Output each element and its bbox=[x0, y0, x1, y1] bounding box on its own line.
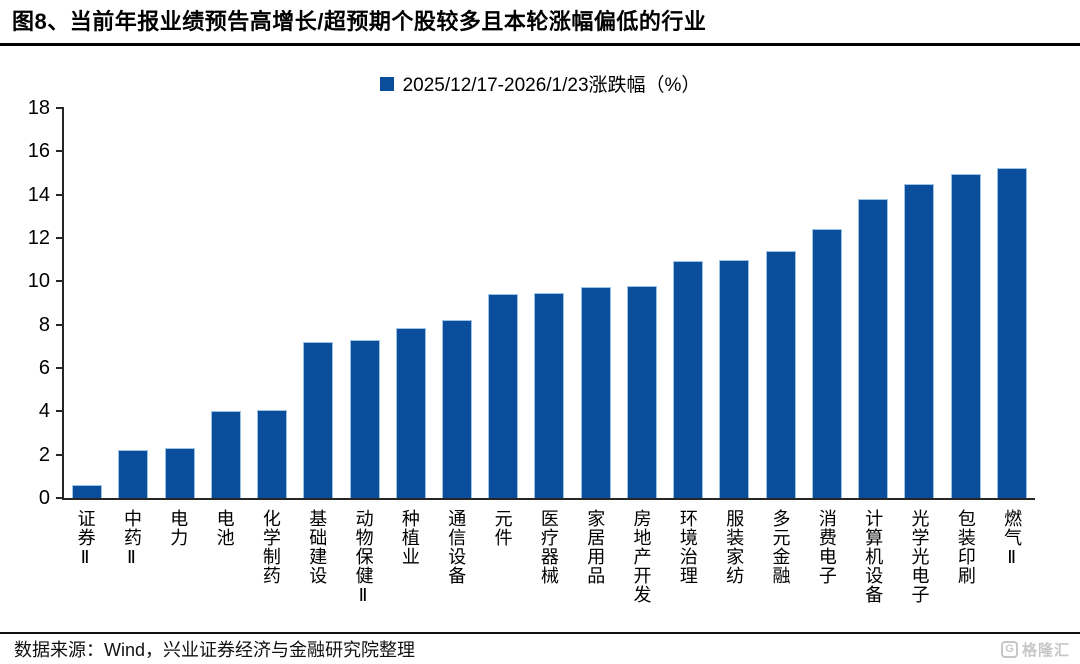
bar-多元金融 bbox=[765, 251, 796, 498]
x-axis-label: 种植业 bbox=[399, 509, 420, 566]
gelonghui-logo: G 格隆汇 bbox=[1000, 639, 1070, 660]
x-axis-labels: 证券Ⅱ 中药Ⅱ 电力 电池 化学制药 基础建设 动物保健Ⅱ 种植业 通信设备 元件 医疗器械 家居用品… bbox=[62, 509, 1035, 637]
x-axis-label: 证券Ⅱ bbox=[75, 509, 96, 569]
y-axis-tick bbox=[56, 410, 64, 413]
plot-area: 0 2 4 6 8 10 12 14 16 18 bbox=[28, 98, 1035, 508]
gelonghui-logo-text: 格隆汇 bbox=[1021, 641, 1070, 659]
bar-环境治理 bbox=[673, 260, 704, 498]
y-axis-tick-label: 10 bbox=[27, 270, 50, 293]
bar-房地产开发 bbox=[626, 285, 657, 498]
x-axis-label: 消费电子 bbox=[816, 509, 837, 585]
y-axis-tick bbox=[56, 193, 64, 196]
data-source-note: 数据来源：Wind，兴业证券经济与金融研究院整理 bbox=[14, 640, 416, 660]
x-axis-label: 环境治理 bbox=[677, 509, 698, 585]
y-axis-tick-label: 16 bbox=[27, 140, 50, 163]
x-axis-label: 光学光电子 bbox=[909, 509, 930, 604]
x-axis-label: 房地产开发 bbox=[631, 509, 652, 604]
footer: 数据来源：Wind，兴业证券经济与金融研究院整理 G 格隆汇 bbox=[0, 632, 1080, 664]
bar-燃气Ⅱ bbox=[996, 167, 1027, 498]
x-axis-label: 动物保健Ⅱ bbox=[353, 509, 374, 607]
y-axis-tick-label: 6 bbox=[38, 357, 50, 380]
bar-医疗器械 bbox=[534, 293, 565, 498]
x-axis-label: 医疗器械 bbox=[538, 509, 559, 585]
bar-基础建设 bbox=[303, 342, 334, 498]
y-axis-tick-label: 0 bbox=[38, 487, 50, 509]
y-axis-tick-label: 14 bbox=[27, 183, 50, 206]
bar-电池 bbox=[210, 411, 241, 498]
x-axis-label: 元件 bbox=[492, 509, 513, 547]
y-axis-tick-label: 4 bbox=[38, 400, 50, 423]
bar-化学制药 bbox=[257, 410, 288, 498]
x-axis-label: 电池 bbox=[214, 509, 235, 547]
legend: 2025/12/17-2026/1/23涨跌幅（%） bbox=[0, 70, 1080, 97]
x-axis-label: 计算机设备 bbox=[863, 509, 884, 604]
y-axis-tick-label: 12 bbox=[27, 227, 50, 250]
bar-动物保健Ⅱ bbox=[349, 339, 380, 498]
legend-label: 2025/12/17-2026/1/23涨跌幅（%） bbox=[402, 75, 701, 96]
y-axis-tick-label: 2 bbox=[38, 443, 50, 466]
y-axis-tick bbox=[56, 367, 64, 370]
gelonghui-logo-icon: G bbox=[1000, 640, 1018, 658]
x-axis-label: 包装印刷 bbox=[955, 509, 976, 585]
chart-title-bar: 图8、当前年报业绩预告高增长/超预期个股较多且本轮涨幅偏低的行业 bbox=[0, 0, 1080, 47]
x-axis-label: 中药Ⅱ bbox=[121, 509, 142, 569]
bar-光学光电子 bbox=[904, 183, 935, 498]
bar-电力 bbox=[164, 448, 195, 498]
x-axis-label: 燃气Ⅱ bbox=[1002, 509, 1023, 569]
bar-元件 bbox=[488, 294, 519, 498]
y-axis-tick bbox=[56, 280, 64, 283]
chart-title: 图8、当前年报业绩预告高增长/超预期个股较多且本轮涨幅偏低的行业 bbox=[12, 9, 707, 34]
bar-服装家纺 bbox=[719, 259, 750, 498]
bar-家居用品 bbox=[580, 286, 611, 498]
y-axis-tick bbox=[56, 107, 64, 109]
bar-计算机设备 bbox=[858, 199, 889, 498]
y-axis-tick bbox=[56, 150, 64, 153]
bar-种植业 bbox=[395, 327, 426, 498]
y-axis-tick-label: 18 bbox=[27, 97, 50, 119]
x-axis-label: 基础建设 bbox=[307, 509, 328, 585]
y-axis-tick bbox=[56, 237, 64, 240]
x-axis-label: 通信设备 bbox=[446, 509, 467, 585]
bars-container bbox=[64, 108, 1035, 498]
y-axis-tick-label: 8 bbox=[38, 313, 50, 336]
y-axis-tick bbox=[56, 497, 64, 499]
bar-证券Ⅱ bbox=[72, 485, 103, 498]
x-axis-label: 化学制药 bbox=[260, 509, 281, 585]
x-axis-label: 家居用品 bbox=[585, 509, 606, 585]
x-axis-label: 电力 bbox=[168, 509, 189, 547]
bar-消费电子 bbox=[811, 229, 842, 498]
x-axis-label: 多元金融 bbox=[770, 509, 791, 585]
bar-中药Ⅱ bbox=[118, 450, 149, 498]
y-axis-tick bbox=[56, 453, 64, 456]
bar-通信设备 bbox=[441, 320, 472, 498]
bar-包装印刷 bbox=[950, 174, 981, 498]
x-axis-label: 服装家纺 bbox=[724, 509, 745, 585]
legend-swatch-icon bbox=[379, 76, 394, 91]
y-axis-tick bbox=[56, 323, 64, 326]
